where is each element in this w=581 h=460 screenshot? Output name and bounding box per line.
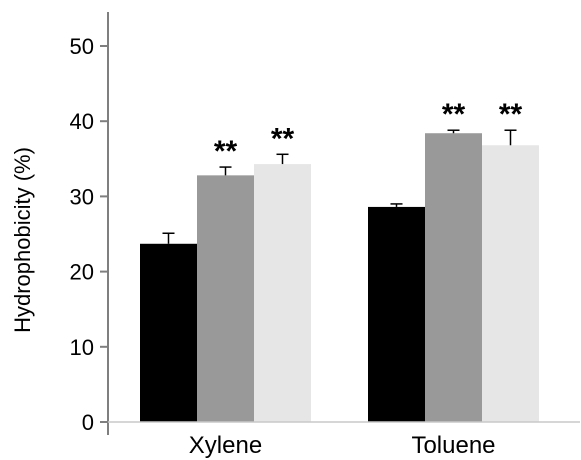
x-tick-label: Toluene <box>411 432 495 459</box>
significance-marker: ** <box>499 98 523 131</box>
bar <box>482 145 539 422</box>
y-tick-label: 10 <box>70 335 94 360</box>
y-tick-label: 20 <box>70 260 94 285</box>
y-tick-label: 50 <box>70 34 94 59</box>
bars: ** ** ** ** <box>140 98 539 422</box>
bar <box>425 133 482 422</box>
bar <box>197 175 254 422</box>
y-tick-label: 0 <box>82 410 94 435</box>
x-tick-label: Xylene <box>189 432 262 459</box>
y-tick-label: 30 <box>70 184 94 209</box>
significance-marker: ** <box>214 135 238 168</box>
x-axis: Xylene Toluene <box>108 421 580 459</box>
y-axis: 0 10 20 30 40 50 <box>70 12 109 435</box>
bar <box>368 206 425 422</box>
bar <box>140 243 197 422</box>
significance-marker: ** <box>442 98 466 131</box>
y-tick-label: 40 <box>70 109 94 134</box>
significance-marker: ** <box>271 122 295 155</box>
bar <box>254 164 311 422</box>
y-axis-title: Hydrophobicity (%) <box>10 147 35 333</box>
